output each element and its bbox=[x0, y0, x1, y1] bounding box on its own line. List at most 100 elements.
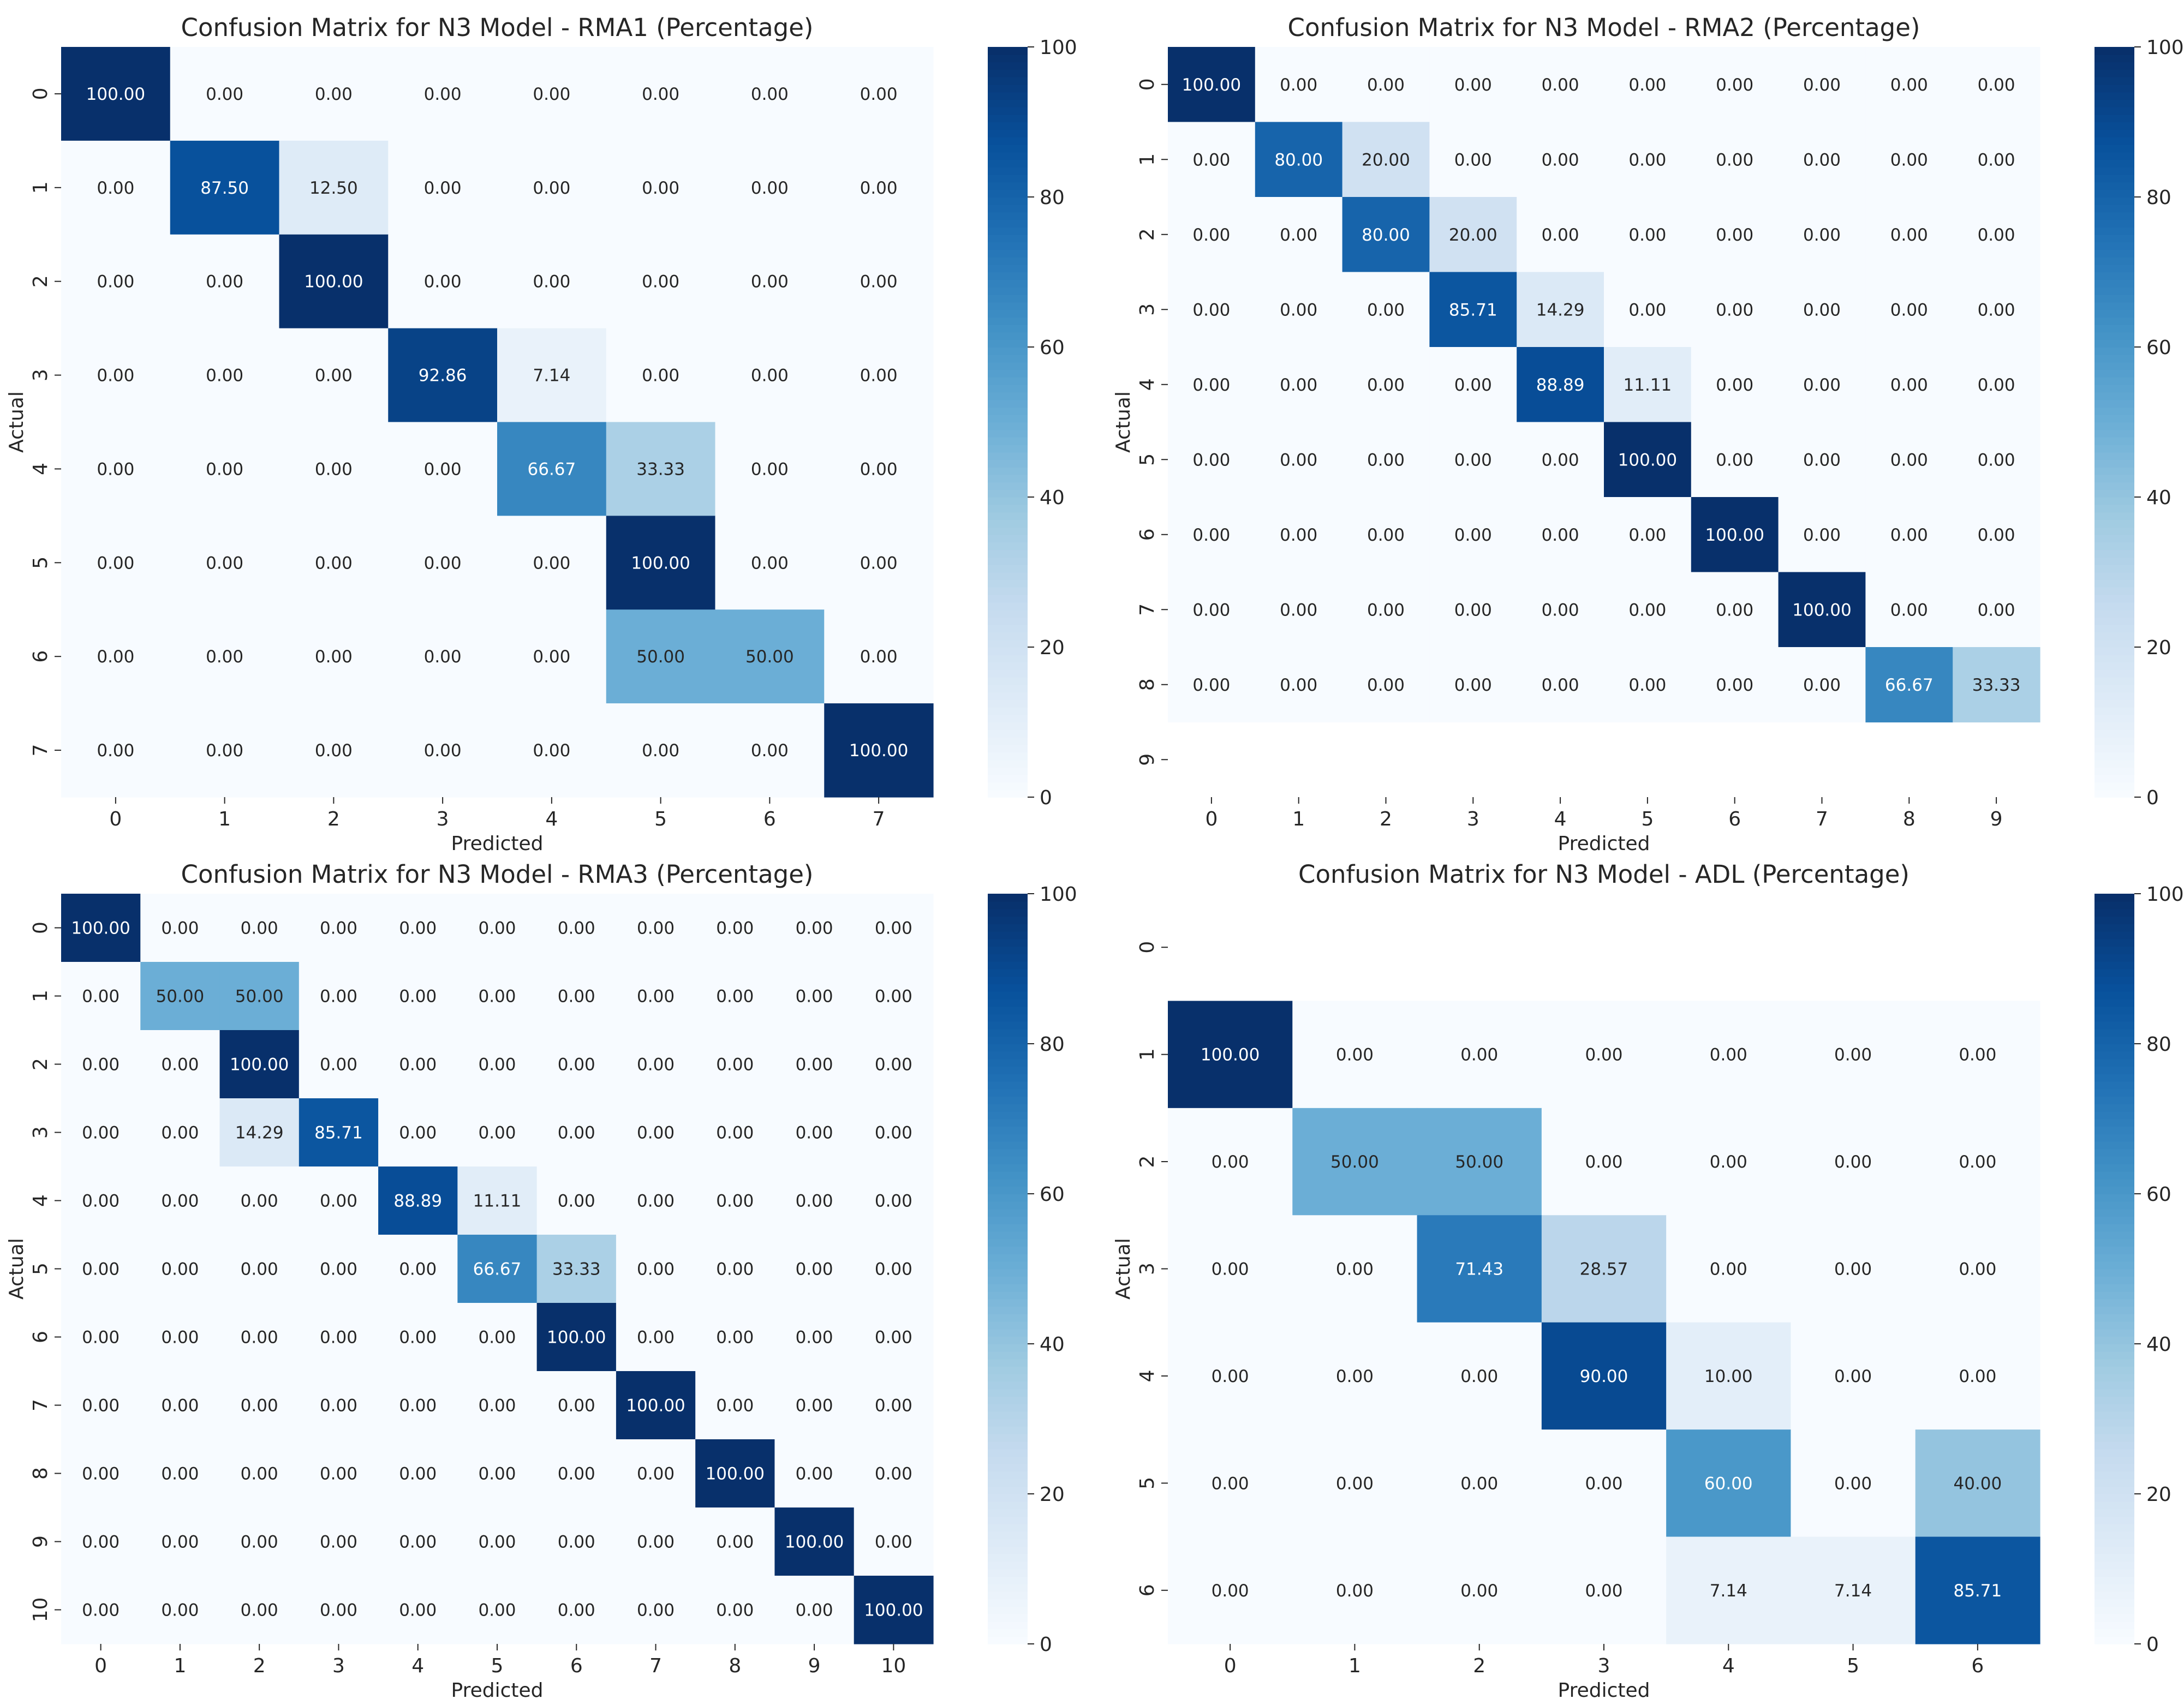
heatmap-cell bbox=[279, 234, 389, 329]
colorbar-tick-label: 60 bbox=[1040, 1183, 1065, 1206]
colorbar-segment bbox=[2095, 1426, 2134, 1434]
heatmap-cell bbox=[219, 1303, 300, 1372]
cell-value-label: 0.00 bbox=[1834, 1045, 1872, 1065]
cell-value-label: 0.00 bbox=[1336, 1045, 1374, 1065]
cell-value-label: 0.00 bbox=[241, 1192, 278, 1211]
colorbar-segment bbox=[988, 1314, 1028, 1322]
cell-value-label: 0.00 bbox=[716, 1601, 754, 1620]
colorbar-tick-label: 100 bbox=[1040, 883, 1077, 906]
colorbar-segment bbox=[2095, 324, 2134, 333]
colorbar-segment bbox=[2095, 1546, 2134, 1554]
heatmap-cell bbox=[715, 47, 825, 141]
heatmap-cell bbox=[61, 234, 171, 329]
colorbar-segment bbox=[988, 991, 1028, 1000]
cell-value-label: 0.00 bbox=[558, 1192, 595, 1211]
cell-value-label: 0.00 bbox=[1716, 75, 1753, 95]
x-tick-label: 5 bbox=[654, 808, 667, 830]
heatmap-cell bbox=[1915, 1001, 2040, 1109]
cell-value-label: 0.00 bbox=[1803, 450, 1841, 470]
colorbar-segment bbox=[988, 1351, 1028, 1360]
x-tick-label: 4 bbox=[1722, 1655, 1735, 1677]
colorbar-segment bbox=[988, 714, 1028, 723]
colorbar-segment bbox=[988, 174, 1028, 183]
colorbar-tick-label: 0 bbox=[2146, 1634, 2159, 1656]
cell-value-label: 0.00 bbox=[716, 1260, 754, 1279]
cell-value-label: 0.00 bbox=[82, 1601, 120, 1620]
heatmap-cell bbox=[1778, 572, 1866, 648]
heatmap-cell bbox=[219, 1166, 300, 1235]
cell-value-label: 0.00 bbox=[1585, 1152, 1622, 1172]
cell-value-label: 0.00 bbox=[796, 1192, 833, 1211]
cell-value-label: 100.00 bbox=[785, 1533, 844, 1552]
heatmap-cell bbox=[1429, 647, 1517, 723]
colorbar-segment bbox=[988, 1066, 1028, 1074]
colorbar-segment bbox=[988, 294, 1028, 303]
colorbar-segment bbox=[2095, 968, 2134, 977]
heatmap-cell bbox=[1429, 122, 1517, 198]
heatmap-cell bbox=[1541, 1001, 1667, 1109]
heatmap-cell bbox=[695, 1098, 775, 1167]
heatmap-cell bbox=[1517, 647, 1604, 723]
cell-value-label: 0.00 bbox=[796, 1601, 833, 1620]
cell-value-label: 0.00 bbox=[1628, 150, 1666, 170]
heatmap-cell bbox=[1791, 1215, 1916, 1323]
colorbar-segment bbox=[2095, 594, 2134, 603]
heatmap-cell bbox=[774, 1235, 855, 1303]
cell-value-label: 0.00 bbox=[399, 987, 437, 1007]
heatmap-cell bbox=[536, 1098, 617, 1167]
heatmap-cell bbox=[1541, 1322, 1667, 1430]
cell-value-label: 0.00 bbox=[1454, 75, 1492, 95]
colorbar-segment bbox=[2095, 759, 2134, 768]
cell-value-label: 85.71 bbox=[1449, 300, 1497, 320]
heatmap-cell bbox=[606, 703, 716, 798]
cell-value-label: 0.00 bbox=[424, 459, 462, 479]
colorbar-segment bbox=[988, 916, 1028, 924]
y-tick-label: 3 bbox=[1136, 1263, 1159, 1275]
colorbar-segment bbox=[2095, 309, 2134, 318]
colorbar-segment bbox=[988, 107, 1028, 115]
cell-value-label: 50.00 bbox=[235, 987, 284, 1007]
heatmap-cell bbox=[1342, 197, 1430, 273]
colorbar-segment bbox=[988, 1231, 1028, 1240]
cell-value-label: 0.00 bbox=[1628, 225, 1666, 245]
colorbar-segment bbox=[988, 332, 1028, 340]
cell-value-label: 100.00 bbox=[631, 553, 690, 573]
colorbar-tick-label: 40 bbox=[2146, 487, 2171, 509]
cell-value-label: 0.00 bbox=[315, 647, 353, 667]
cell-value-label: 50.00 bbox=[636, 647, 685, 667]
chart-panel-0: Confusion Matrix for N3 Model - RMA1 (Pe… bbox=[5, 13, 1077, 855]
colorbar-segment bbox=[2095, 1126, 2134, 1134]
cell-value-label: 0.00 bbox=[315, 366, 353, 386]
heatmap-cell bbox=[1342, 422, 1430, 498]
heatmap-cell bbox=[170, 422, 280, 516]
cell-value-label: 0.00 bbox=[1460, 1045, 1498, 1065]
cell-value-label: 50.00 bbox=[156, 987, 205, 1007]
colorbar-segment bbox=[2095, 1314, 2134, 1322]
heatmap-cell bbox=[1953, 197, 2040, 273]
heatmap-cell bbox=[1541, 1429, 1667, 1538]
colorbar-segment bbox=[988, 212, 1028, 220]
colorbar-segment bbox=[2095, 894, 2134, 902]
cell-value-label: 0.00 bbox=[875, 1123, 912, 1143]
cell-value-label: 0.00 bbox=[637, 1123, 675, 1143]
cell-value-label: 0.00 bbox=[1454, 600, 1492, 620]
cell-value-label: 0.00 bbox=[1890, 600, 1928, 620]
cell-value-label: 0.00 bbox=[716, 1055, 754, 1075]
colorbar-segment bbox=[988, 1081, 1028, 1090]
cell-value-label: 0.00 bbox=[161, 919, 199, 938]
colorbar-segment bbox=[2095, 1321, 2134, 1330]
y-tick-label: 9 bbox=[1136, 753, 1159, 766]
colorbar-segment bbox=[988, 1441, 1028, 1450]
colorbar-segment bbox=[988, 1006, 1028, 1014]
cell-value-label: 90.00 bbox=[1580, 1367, 1628, 1386]
colorbar-segment bbox=[988, 512, 1028, 521]
heatmap-cell bbox=[61, 1507, 141, 1576]
cell-value-label: 0.00 bbox=[1716, 675, 1753, 695]
heatmap-cell bbox=[1691, 122, 1779, 198]
x-tick-label: 3 bbox=[1467, 808, 1479, 830]
colorbar-segment bbox=[2095, 1419, 2134, 1427]
colorbar-segment bbox=[2095, 1088, 2134, 1097]
colorbar-segment bbox=[988, 1148, 1028, 1157]
cell-value-label: 0.00 bbox=[241, 1533, 278, 1552]
heatmap-cell bbox=[824, 47, 934, 141]
